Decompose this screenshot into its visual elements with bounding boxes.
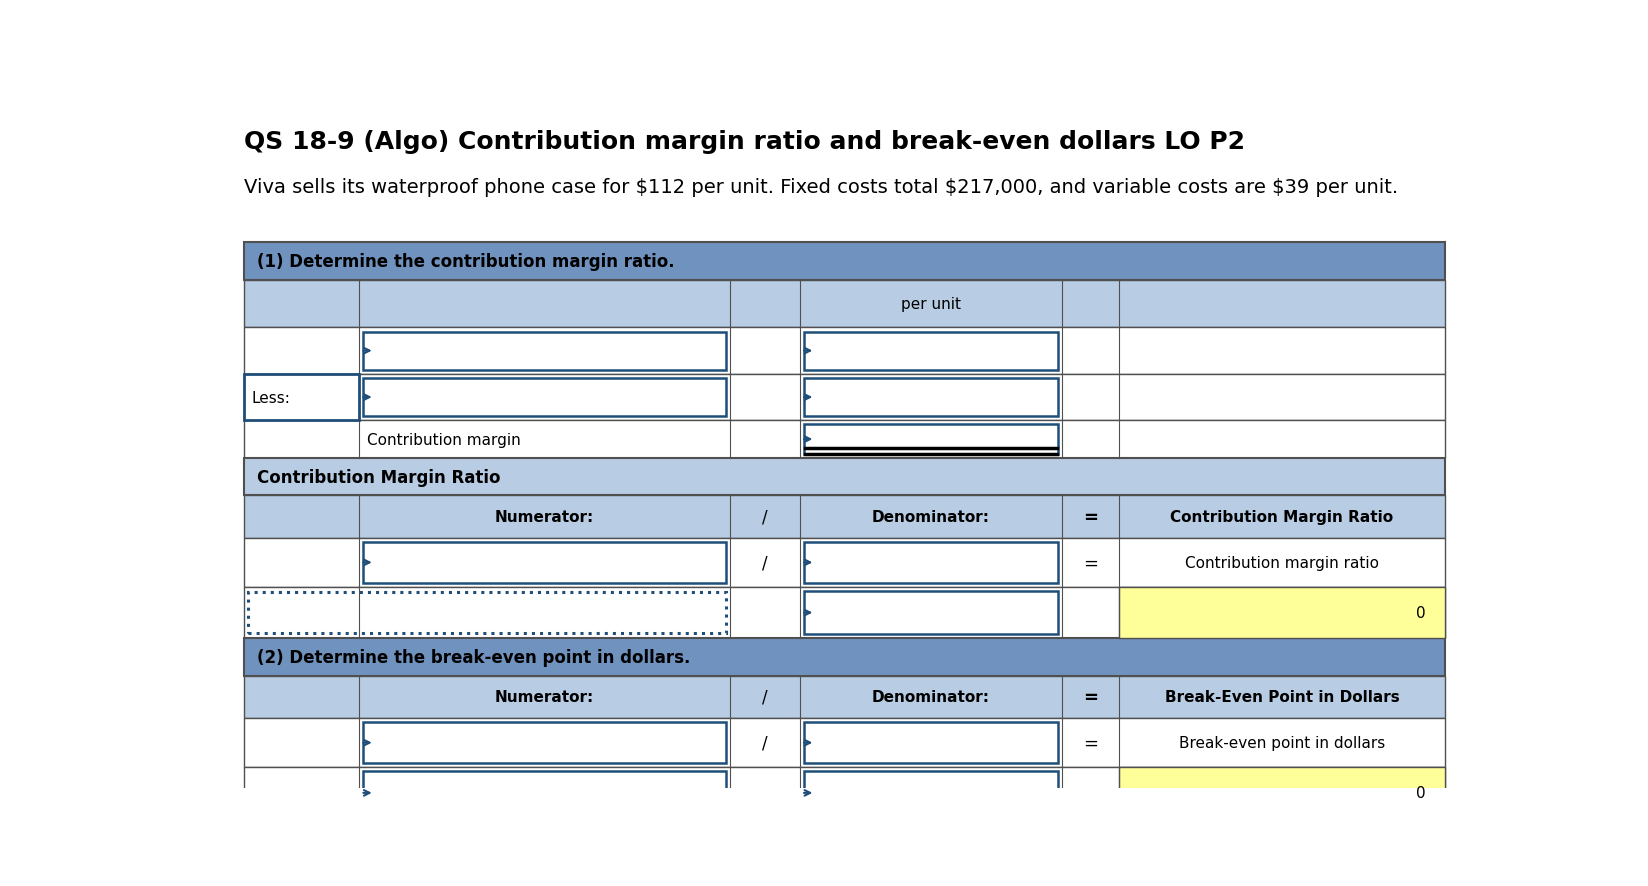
FancyBboxPatch shape [244, 538, 1445, 587]
Text: (2) Determine the break-even point in dollars.: (2) Determine the break-even point in do… [257, 649, 691, 666]
FancyBboxPatch shape [244, 375, 359, 421]
FancyBboxPatch shape [804, 332, 1058, 370]
Bar [249, 592, 725, 633]
Text: Less:: Less: [252, 390, 290, 405]
Text: Contribution Margin Ratio: Contribution Margin Ratio [257, 468, 501, 486]
FancyBboxPatch shape [244, 676, 1445, 719]
FancyBboxPatch shape [244, 328, 1445, 375]
Text: Viva sells its waterproof phone case for $112 per unit. Fixed costs total $217,0: Viva sells its waterproof phone case for… [244, 178, 1399, 197]
FancyBboxPatch shape [1119, 587, 1445, 639]
FancyBboxPatch shape [804, 772, 1058, 814]
FancyBboxPatch shape [1119, 767, 1445, 819]
Text: /: / [761, 734, 768, 752]
FancyBboxPatch shape [244, 280, 1445, 328]
Text: /: / [761, 688, 768, 706]
FancyBboxPatch shape [804, 425, 1058, 455]
Text: 0: 0 [1416, 605, 1426, 620]
Text: /: / [761, 554, 768, 571]
Text: 0: 0 [1416, 786, 1426, 800]
Text: Contribution margin ratio: Contribution margin ratio [1185, 556, 1379, 571]
Text: Break-Even Point in Dollars: Break-Even Point in Dollars [1165, 689, 1399, 704]
Text: Contribution Margin Ratio: Contribution Margin Ratio [1170, 509, 1394, 525]
FancyBboxPatch shape [244, 587, 1445, 639]
Text: per unit: per unit [901, 297, 961, 312]
FancyBboxPatch shape [244, 421, 1445, 458]
FancyBboxPatch shape [244, 243, 1445, 280]
Text: Break-even point in dollars: Break-even point in dollars [1178, 735, 1386, 750]
Text: Contribution margin: Contribution margin [368, 432, 521, 447]
FancyBboxPatch shape [244, 639, 1445, 676]
Text: Denominator:: Denominator: [872, 689, 990, 704]
FancyBboxPatch shape [804, 722, 1058, 764]
FancyBboxPatch shape [244, 496, 1445, 538]
FancyBboxPatch shape [244, 767, 1445, 819]
Text: QS 18-9 (Algo) Contribution margin ratio and break-even dollars LO P2: QS 18-9 (Algo) Contribution margin ratio… [244, 130, 1246, 154]
FancyBboxPatch shape [363, 378, 725, 416]
Text: (1) Determine the contribution margin ratio.: (1) Determine the contribution margin ra… [257, 253, 674, 270]
FancyBboxPatch shape [804, 542, 1058, 583]
Text: =: = [1083, 508, 1098, 526]
FancyBboxPatch shape [804, 378, 1058, 416]
FancyBboxPatch shape [363, 542, 725, 583]
Text: /: / [761, 508, 768, 526]
FancyBboxPatch shape [363, 332, 725, 370]
FancyBboxPatch shape [363, 772, 725, 814]
Text: =: = [1083, 554, 1098, 571]
Text: =: = [1083, 734, 1098, 752]
FancyBboxPatch shape [244, 458, 1445, 496]
Text: Denominator:: Denominator: [872, 509, 990, 525]
FancyBboxPatch shape [244, 719, 1445, 767]
Text: Numerator:: Numerator: [494, 689, 593, 704]
Text: Numerator:: Numerator: [494, 509, 593, 525]
FancyBboxPatch shape [804, 591, 1058, 634]
FancyBboxPatch shape [244, 375, 1445, 421]
FancyBboxPatch shape [363, 722, 725, 764]
Text: =: = [1083, 688, 1098, 706]
